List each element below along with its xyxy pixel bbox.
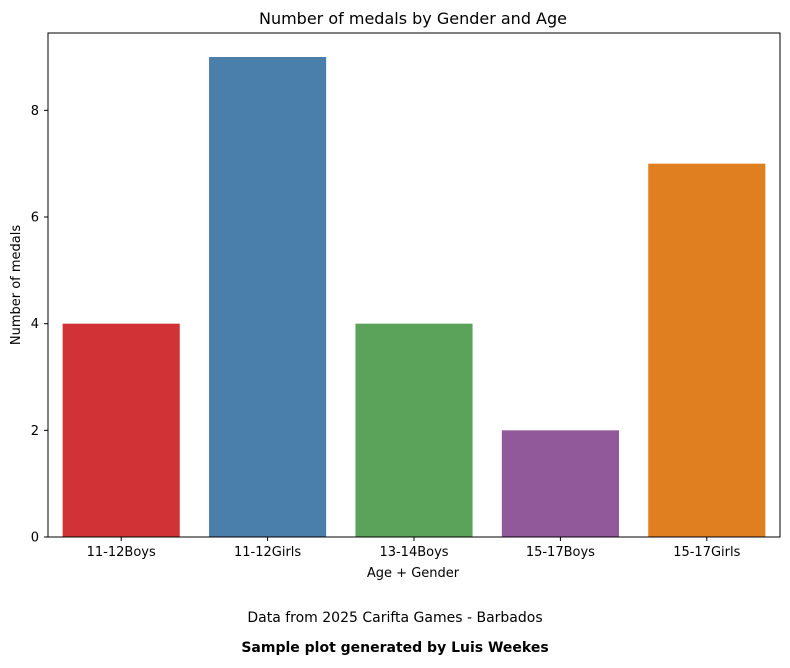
y-tick-label: 6 <box>31 211 39 226</box>
x-axis: 11-12Boys 11-12Girls 13-14Boys 15-17Boys 15-… <box>87 537 741 560</box>
bar-13-14Boys <box>355 323 473 537</box>
bar-chart: Number of medals by Gender and Age 0 2 4 6 8… <box>9 9 781 581</box>
x-tick-label: 11-12Boys <box>87 545 156 560</box>
y-tick-label: 4 <box>31 317 39 332</box>
footnote-source: Data from 2025 Carifta Games - Barbados <box>247 610 543 626</box>
bar-15-17Boys <box>501 430 619 537</box>
bar-11-12Boys <box>62 323 180 537</box>
x-axis-label: Age + Gender <box>367 566 460 581</box>
footnote-credit: Sample plot generated by Luis Weekes <box>241 640 549 656</box>
bars-group <box>62 57 766 537</box>
plot-frame <box>47 32 781 538</box>
y-axis: 0 2 4 6 8 <box>31 104 48 546</box>
x-tick-label: 13-14Boys <box>379 545 448 560</box>
y-tick-label: 8 <box>31 104 39 119</box>
x-tick-label: 11-12Girls <box>234 545 301 560</box>
x-tick-label: 15-17Boys <box>526 545 595 560</box>
y-tick-label: 0 <box>31 531 39 546</box>
chart-title: Number of medals by Gender and Age <box>259 9 567 28</box>
x-tick-label: 15-17Girls <box>673 545 740 560</box>
bar-15-17Girls <box>648 163 766 537</box>
y-axis-label: Number of medals <box>9 225 24 346</box>
bar-11-12Girls <box>209 57 327 537</box>
y-tick-label: 2 <box>31 424 39 439</box>
